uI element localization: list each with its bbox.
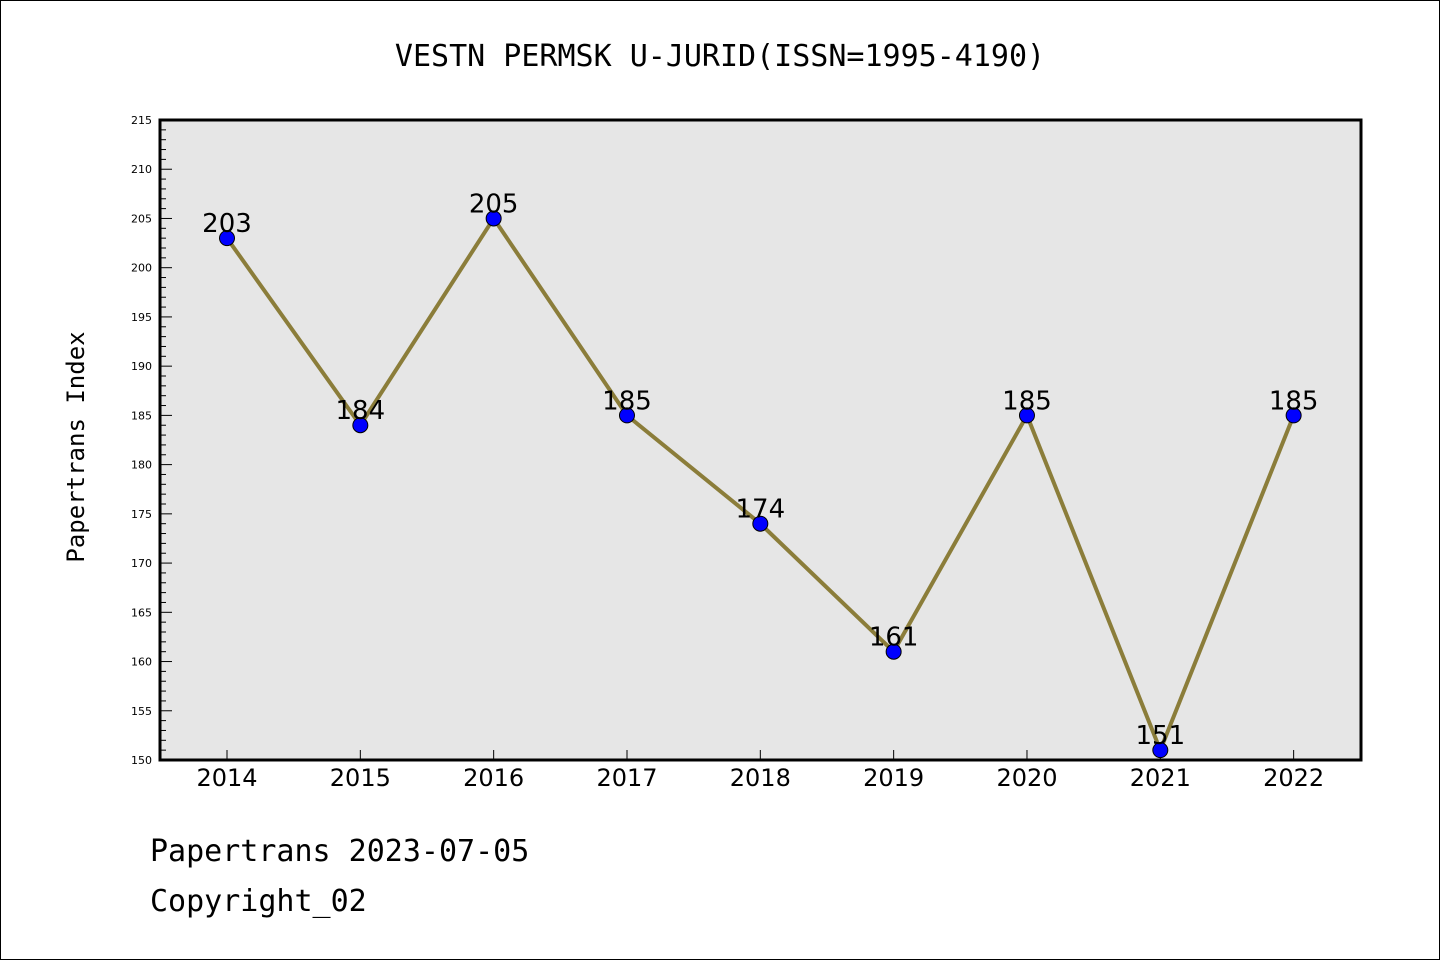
data-label: 203 — [202, 209, 252, 239]
footer-source: Papertrans 2023-07-05 — [150, 834, 530, 869]
footer-copyright: Copyright_02 — [150, 884, 367, 919]
y-tick-label: 150 — [131, 754, 152, 767]
y-tick-label: 195 — [131, 311, 152, 324]
data-point — [885, 643, 902, 660]
y-tick-label: 200 — [131, 262, 152, 275]
data-point — [618, 407, 635, 424]
y-tick-label: 205 — [131, 212, 152, 225]
data-label: 185 — [1002, 386, 1052, 416]
data-label: 151 — [1135, 721, 1185, 751]
y-tick-label: 180 — [131, 459, 152, 472]
x-tick-label: 2021 — [1130, 764, 1191, 792]
data-point — [752, 515, 769, 532]
x-tick-label: 2015 — [330, 764, 391, 792]
plot-border — [158, 118, 1363, 762]
data-label: 185 — [602, 386, 652, 416]
plot-area — [160, 120, 1361, 760]
x-tick-label: 2020 — [996, 764, 1057, 792]
y-tick-label: 175 — [131, 508, 152, 521]
x-tick-label: 2019 — [863, 764, 924, 792]
y-tick-label: 210 — [131, 163, 152, 176]
x-tick-label: 2014 — [196, 764, 257, 792]
data-label: 185 — [1269, 386, 1319, 416]
data-labels: 203 184 205 185 174 161 185 151 185 — [202, 189, 1318, 751]
data-point — [1152, 742, 1169, 759]
y-tick-label: 185 — [131, 409, 152, 422]
data-point — [485, 210, 502, 227]
x-tick-label: 2018 — [730, 764, 791, 792]
data-label: 205 — [469, 189, 519, 219]
data-label: 184 — [336, 396, 386, 426]
x-tick-label: 2017 — [596, 764, 657, 792]
y-tick-label: 190 — [131, 360, 152, 373]
data-point — [1285, 407, 1302, 424]
data-point — [219, 230, 235, 247]
data-label: 161 — [869, 623, 919, 653]
y-tick-label: 165 — [131, 606, 152, 619]
data-point — [352, 417, 369, 434]
y-tick-label: 170 — [131, 557, 152, 570]
data-markers — [219, 210, 1302, 759]
y-tick-label: 155 — [131, 705, 152, 718]
y-tick-label: 160 — [131, 656, 152, 669]
y-axis-ticks: 150 155 160 165 170 175 180 185 190 195 200 205 210 2… — [131, 114, 172, 767]
x-tick-label: 2016 — [463, 764, 524, 792]
chart-title: VESTN PERMSK U-JURID(ISSN=1995-4190) — [395, 39, 1045, 74]
y-axis-label: Papertrans Index — [62, 331, 90, 562]
data-label: 174 — [735, 495, 785, 525]
x-axis-ticks: 2014 2015 2016 2017 2018 2019 2020 2021 2022 — [196, 750, 1324, 792]
data-point — [1018, 407, 1035, 424]
y-tick-label: 215 — [131, 114, 152, 127]
x-tick-label: 2022 — [1263, 764, 1324, 792]
